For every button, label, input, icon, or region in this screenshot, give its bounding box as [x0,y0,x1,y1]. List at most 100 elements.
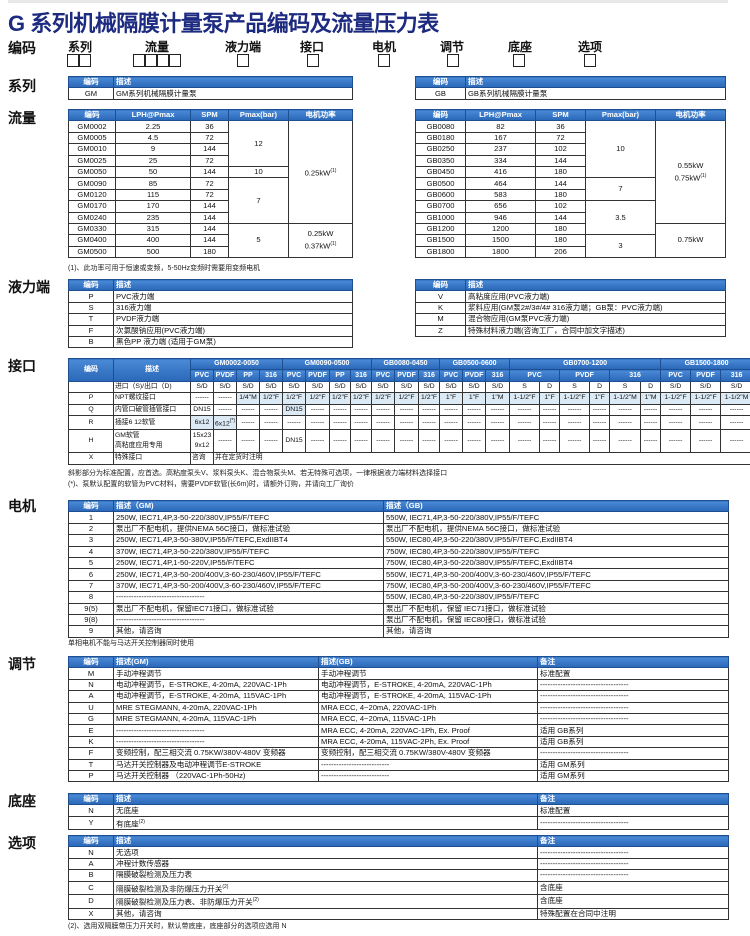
column-header: GM0090-0500 [282,357,373,371]
column-header: PVDF [462,369,487,382]
table-cell: ----------------------------------- [537,690,729,703]
table-cell: 其他，请咨询 [383,625,729,638]
table-cell: ----------------------------------- [537,869,729,882]
table-cell: 144 [190,222,229,236]
column-header: PVC [190,369,214,382]
table-cell: 1"M [640,392,662,405]
table-cell: 180 [535,188,586,202]
table-cell: 4.5 [115,131,191,145]
table-cell: GM软管 高粘度应用专用 [113,429,191,454]
code-box[interactable] [169,54,181,67]
code-box[interactable] [307,54,319,67]
table-row: GM0330 315 144 5 0.25kW 0.37kW(1) [68,222,353,259]
table-cell: GM0005 [68,131,116,145]
table-cell: 72 [190,154,229,167]
table-cell: S/D [236,380,260,394]
table-cell: 144 [535,211,586,224]
table-row: GB0080 82 36 10 0.55kW 0.75kW(1) [415,120,726,224]
code-box[interactable] [157,54,169,67]
column-header: PVC [660,369,692,382]
table-cell: GM系列机械隔膜计量泵 [113,87,353,100]
table-cell: S/D [462,380,487,394]
table-cell: ------ [439,429,464,454]
table-row: 9(5) 泵出厂不配电机，保留IEC71接口，做标准试验 泵出厂不配电机，保留 IE… [68,602,729,615]
table-row: D 隔膜破裂检测及压力表、非防爆压力开关(2) 含底座 [68,894,729,909]
column-header: Pmax(bar) [228,108,289,122]
cell-text-line2: 高粘度应用专用 [115,442,163,450]
column-header: GB0500-0600 [439,357,511,371]
table-cell: 变频控制，配三相交流 0.75KW/380V-480V 变频器 [113,747,319,760]
code-box[interactable] [584,54,596,67]
table-cell: MRE STEGMANN, 4-20mA, 220VAC-1Ph [113,701,319,714]
code-box[interactable] [133,54,145,67]
table-cell: 1-1/2"F [559,392,591,405]
table-row: GM0400 400 144 [68,234,353,247]
column-header: 电机功率 [655,108,726,122]
table-cell: 黑色PP 液力端 (适用于GM泵) [113,335,353,349]
code-box[interactable] [67,54,79,67]
cell-text: 3.5 [615,212,626,222]
cell-text: 有底座 [116,819,139,829]
table-row: GM0500 500 180 [68,245,353,259]
column-header: LPH@Pmax [465,108,536,122]
table-cell: ------ [559,429,591,454]
table-cell: E [68,724,114,737]
code-box[interactable] [378,54,390,67]
table-cell: 隔膜破裂检测及压力表 [113,869,538,882]
table-cell: 7 [585,177,656,202]
table-cell: ------ [539,414,561,431]
column-header: 316 [418,369,441,382]
table-cell: 隔膜破裂检测及非防爆压力开关(2) [113,880,538,896]
table-cell: 12 [228,120,289,167]
table-cell: A [68,857,114,871]
code-box[interactable] [513,54,525,67]
table-cell: 50 [115,165,191,179]
table-cell: ------ [213,403,237,416]
code-box[interactable] [145,54,157,67]
code-row-label: 编码 [8,40,36,56]
table-cell: PVDF液力端 [113,313,353,326]
table-row: 9(8) ----------------------------------- 泵… [68,613,729,627]
column-header: 电机功率 [288,108,353,122]
column-header: 316 [258,369,284,382]
table-cell: 4 [68,545,114,558]
table-cell: 浆料应用(GM泵2#/3#/4# 316液力端；GB泵：PVC液力端) [465,301,726,315]
code-box[interactable] [237,54,249,67]
table-cell: 内管口破管插管接口 [113,403,191,416]
table-cell: H [68,429,114,454]
table-row: E ----------------------------------- MRA … [68,724,729,737]
section-control: 调节 [8,656,36,672]
table-cell: 电动冲程调节，E-STROKE, 4-20mA, 220VAC-1Ph [113,678,319,692]
table-cell: A [68,690,114,703]
table-cell: ------ [720,429,750,454]
table-cell: 7 [228,177,289,224]
table-cell: 144 [190,234,229,247]
table-cell: GM0120 [68,188,116,202]
table-cell: 适用 GM系列 [537,758,729,771]
cell-text: GB0700-1200 [563,360,608,368]
code-box[interactable] [447,54,459,67]
table-row: 5 250W, IEC71,4P,1-50-220V,IP55/F/TEFC 750… [68,556,729,570]
cell-text: 并在定货时注明 [215,454,263,462]
table-cell: 9(8) [68,613,114,627]
cell-text: 0.25kW [307,229,334,239]
table-cell: Z [415,324,466,337]
code-box[interactable] [79,54,91,67]
footnote-marker: (1) [700,172,707,179]
table-cell: 1/2"F [329,392,352,405]
table-cell: N [68,678,114,692]
table-cell: 泵出厂不配电机，提供NEMA 56C接口，做标准试验 [113,522,384,536]
table-cell: S/D [394,380,420,394]
table-cell: ------ [236,429,260,454]
table-cell: ----------------------------------- [113,613,384,627]
table-cell: 180 [535,222,586,236]
table-cell: 36 [190,120,229,133]
table-cell: ----------------------------------- [537,747,729,760]
table-cell: 6x12(*) [213,414,237,431]
table-cell: D [589,380,611,394]
table-cell: GM0010 [68,143,116,156]
wet-end-table-left: 编码 描述 P PVC液力端 S 316液力端 T PVDF液力端 F 次氯酸钠应用(PVC液力端… [68,278,353,349]
column-header: 描述 [113,75,353,89]
table-cell: C [68,880,114,896]
table-cell: ------ [660,414,692,431]
